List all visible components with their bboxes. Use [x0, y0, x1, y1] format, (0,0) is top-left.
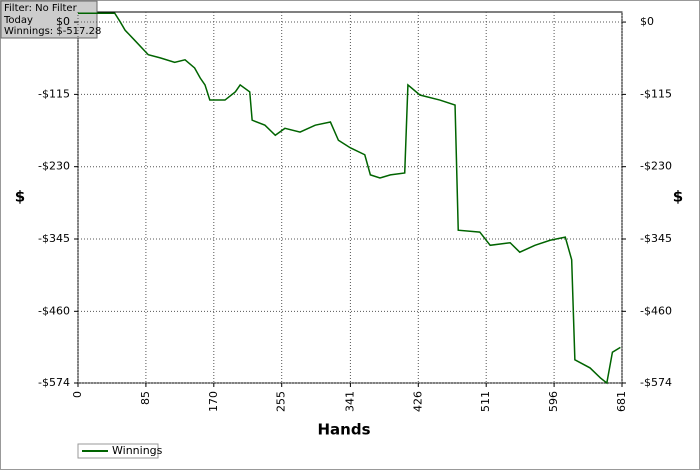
x-tick-label: 255	[275, 391, 288, 412]
x-tick-label: 426	[411, 391, 424, 412]
y-axis-title: $	[15, 188, 25, 206]
y-tick-label: -$460	[38, 304, 70, 317]
x-tick-label: 170	[207, 391, 220, 412]
info-line: Filter: No Filter	[4, 3, 78, 14]
legend-box	[77, 443, 159, 459]
line	[78, 12, 621, 385]
x-tick-label: 596	[547, 391, 560, 412]
y-tick-label: $0	[56, 15, 70, 28]
legend-label: Winnings	[112, 444, 163, 457]
x-tick-label: 511	[479, 391, 492, 412]
info-background	[0, 0, 98, 39]
y-tick-label: -$345	[38, 232, 70, 245]
y2-tick-label: -$345	[640, 232, 672, 245]
y2-tick-label: -$460	[640, 304, 672, 317]
x-tick-label: 341	[343, 391, 356, 412]
x-tick-label: 85	[139, 391, 152, 405]
x-tick-label: 0	[71, 391, 84, 398]
y2-axis-title: $	[673, 188, 683, 206]
info-line: Winnings: $-517.28	[4, 26, 101, 37]
y-tick-label: -$115	[38, 87, 70, 100]
y-tick-label: -$230	[38, 160, 70, 173]
y-tick-label: -$574	[38, 376, 70, 389]
x-tick-label: 681	[615, 391, 628, 412]
info-box: Filter: No Filter Today Winnings: $-517.…	[0, 0, 101, 39]
info-line: Today	[3, 15, 33, 26]
y2-tick-label: -$115	[640, 87, 672, 100]
y2-tick-label: -$230	[640, 160, 672, 173]
y2-tick-label: -$574	[640, 376, 672, 389]
y2-tick-label: $0	[640, 15, 654, 28]
x-axis-title: Hands	[317, 421, 370, 439]
legend: Winnings	[77, 443, 163, 459]
